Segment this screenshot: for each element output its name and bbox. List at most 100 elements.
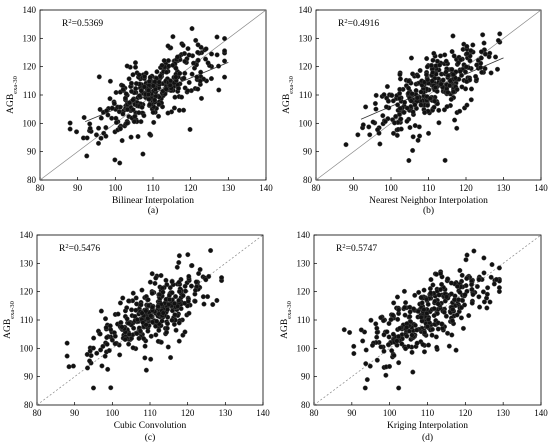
data-point <box>424 72 430 78</box>
data-point <box>410 109 416 115</box>
x-tick-label: 140 <box>259 183 273 193</box>
data-point <box>128 134 134 140</box>
data-point <box>143 367 149 373</box>
data-point <box>448 291 454 297</box>
data-point <box>219 275 225 281</box>
data-point <box>140 151 146 157</box>
data-point <box>493 276 499 282</box>
data-point <box>208 76 214 82</box>
data-point <box>163 277 169 283</box>
data-point <box>112 333 118 339</box>
data-point <box>117 126 123 132</box>
x-tick-label: 120 <box>459 408 473 418</box>
data-point <box>192 298 198 304</box>
data-point <box>182 300 188 306</box>
data-point <box>464 43 470 49</box>
data-point <box>458 315 464 321</box>
data-point <box>130 97 136 103</box>
data-point <box>195 42 201 48</box>
data-point <box>489 262 495 268</box>
data-point <box>439 321 445 327</box>
data-point <box>343 142 349 148</box>
data-point <box>385 342 391 348</box>
data-point <box>150 109 156 115</box>
y-tick-label: 80 <box>27 175 37 185</box>
data-point <box>446 343 452 349</box>
data-point <box>141 113 147 119</box>
data-point <box>424 310 430 316</box>
y-tick-label: 120 <box>20 287 34 297</box>
data-point <box>402 99 408 105</box>
data-point <box>449 332 455 338</box>
data-point <box>173 327 179 333</box>
data-point <box>171 301 177 307</box>
data-point <box>401 109 407 115</box>
data-point <box>441 309 447 315</box>
data-point <box>104 108 110 114</box>
x-tick-label: 90 <box>349 183 359 193</box>
data-point <box>391 130 397 136</box>
y-tick-label: 120 <box>299 62 313 72</box>
data-point <box>449 49 455 55</box>
y-axis-main: AGB <box>6 94 16 114</box>
data-point <box>105 366 111 372</box>
data-point <box>147 74 153 80</box>
panel-label: (b) <box>423 205 434 216</box>
data-point <box>462 292 468 298</box>
data-point <box>195 57 201 63</box>
data-point <box>450 33 456 39</box>
data-point <box>448 96 454 102</box>
data-point <box>122 336 128 342</box>
data-point <box>148 313 154 319</box>
x-tick-label: 140 <box>256 408 270 418</box>
r2-value: =0.5369 <box>72 19 104 29</box>
data-point <box>415 73 421 79</box>
data-point <box>417 68 423 74</box>
data-point <box>425 316 431 322</box>
data-point <box>393 113 399 119</box>
data-point <box>469 282 475 288</box>
y-tick-label: 110 <box>299 90 313 100</box>
data-point <box>451 53 457 59</box>
data-point <box>445 89 451 95</box>
x-tick-label: 100 <box>109 183 123 193</box>
r2-value: =0.4916 <box>348 19 380 29</box>
data-point <box>486 54 492 60</box>
data-point <box>111 101 117 107</box>
data-point <box>409 91 415 97</box>
data-point <box>136 72 142 78</box>
data-point <box>147 102 153 108</box>
data-point <box>363 347 369 353</box>
data-point <box>181 75 187 81</box>
r2-superscript: 2 <box>65 243 68 250</box>
data-point <box>341 327 347 333</box>
r2-prefix: R <box>338 19 345 29</box>
data-point <box>445 276 451 282</box>
data-point <box>158 339 164 345</box>
data-point <box>351 343 357 349</box>
data-point <box>176 320 182 326</box>
x-tick-label: 100 <box>383 408 397 418</box>
data-point <box>180 42 186 48</box>
data-point <box>98 308 104 314</box>
data-point <box>66 364 72 370</box>
r2-prefix: R <box>59 244 66 254</box>
scatter-panel: 80 90 100 110 120 130 140 80 90 100 110 120 130 140 R2… <box>3 230 270 443</box>
data-point <box>156 327 162 333</box>
data-point <box>171 321 177 327</box>
data-point <box>374 334 380 340</box>
data-point <box>464 275 470 281</box>
x-tick-label: 110 <box>143 408 157 418</box>
x-axis-title: Bilinear Interpolation <box>112 196 194 206</box>
data-point <box>146 96 152 102</box>
data-point <box>431 313 437 319</box>
data-point <box>430 57 436 63</box>
data-point <box>407 125 413 131</box>
x-tick-label: 90 <box>70 408 80 418</box>
x-tick-label: 130 <box>219 408 233 418</box>
data-point <box>186 79 192 85</box>
data-point <box>120 295 126 301</box>
data-point <box>145 87 151 93</box>
data-point <box>95 140 101 146</box>
data-point <box>205 60 211 66</box>
